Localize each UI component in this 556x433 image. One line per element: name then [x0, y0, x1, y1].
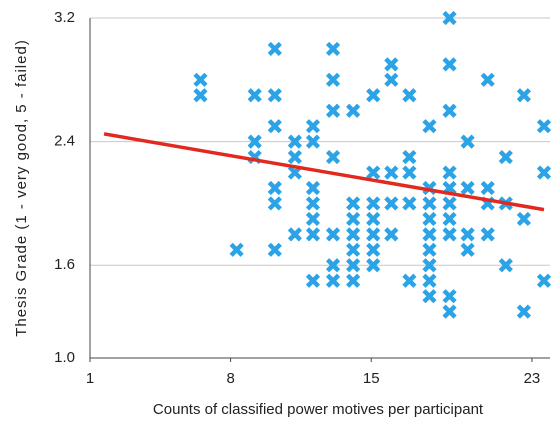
point — [305, 196, 321, 211]
point — [267, 242, 282, 257]
point — [516, 211, 531, 226]
point — [442, 103, 457, 118]
y-axis-label: Thesis Grade (1 - very good, 5 - failed) — [13, 39, 30, 337]
point — [402, 165, 417, 180]
point — [287, 150, 302, 165]
point — [422, 227, 437, 242]
point — [536, 165, 552, 180]
point — [422, 273, 437, 288]
point — [480, 72, 495, 87]
point — [229, 242, 244, 257]
point — [366, 258, 381, 273]
point — [346, 273, 361, 288]
y-tick-label: 3.2 — [54, 9, 75, 26]
point — [247, 134, 262, 149]
point — [422, 211, 437, 226]
point — [384, 57, 399, 72]
point — [325, 150, 341, 165]
point — [267, 119, 282, 134]
point — [346, 227, 361, 242]
x-axis-label: Counts of classified power motives per p… — [153, 401, 484, 418]
point — [402, 196, 417, 211]
point — [422, 242, 437, 257]
point — [366, 227, 381, 242]
point — [287, 134, 302, 149]
point — [516, 88, 531, 103]
y-tick-label: 1.6 — [54, 256, 75, 273]
point — [325, 227, 341, 242]
point — [384, 165, 399, 180]
point — [366, 196, 381, 211]
point — [422, 289, 437, 304]
point — [305, 273, 321, 288]
point — [460, 242, 475, 257]
point — [422, 196, 437, 211]
point — [305, 211, 321, 226]
point — [422, 258, 437, 273]
trendline — [103, 132, 545, 212]
point — [325, 273, 341, 288]
point — [366, 211, 381, 226]
point — [384, 227, 399, 242]
point — [267, 196, 282, 211]
point — [442, 196, 457, 211]
point — [536, 273, 552, 288]
x-tick-label: 23 — [524, 370, 541, 387]
point — [442, 10, 457, 26]
y-tick-label: 1.0 — [54, 349, 75, 366]
point — [536, 119, 552, 134]
point — [498, 258, 513, 273]
point — [366, 88, 381, 103]
x-tick-label: 15 — [363, 370, 380, 387]
point — [346, 242, 361, 257]
point — [402, 273, 417, 288]
point — [325, 103, 341, 118]
point — [267, 41, 282, 57]
point — [305, 119, 321, 134]
point — [442, 304, 457, 319]
point — [346, 196, 361, 211]
point — [460, 134, 475, 149]
point — [460, 227, 475, 242]
y-tick-label: 2.4 — [54, 133, 75, 150]
point — [442, 227, 457, 242]
point — [422, 119, 437, 134]
point — [460, 180, 475, 196]
point — [366, 165, 381, 180]
point — [305, 180, 321, 196]
point — [193, 88, 208, 103]
point — [442, 165, 457, 180]
point — [480, 180, 495, 196]
point — [325, 258, 341, 273]
x-tick-label: 8 — [226, 370, 234, 387]
point — [325, 41, 341, 57]
point — [402, 150, 417, 165]
point — [498, 150, 513, 165]
x-tick-label: 1 — [86, 370, 94, 387]
point — [384, 196, 399, 211]
point — [384, 72, 399, 87]
point — [442, 57, 457, 72]
point — [267, 88, 282, 103]
point — [346, 258, 361, 273]
point — [366, 242, 381, 257]
point — [402, 88, 417, 103]
point — [287, 227, 302, 242]
point — [305, 227, 321, 242]
point — [325, 72, 341, 87]
point — [346, 211, 361, 226]
point — [305, 134, 321, 149]
point — [442, 211, 457, 226]
point — [267, 180, 282, 196]
point — [346, 103, 361, 118]
point — [442, 289, 457, 304]
point — [480, 227, 495, 242]
point — [516, 304, 531, 319]
point — [247, 88, 262, 103]
point — [193, 72, 208, 87]
